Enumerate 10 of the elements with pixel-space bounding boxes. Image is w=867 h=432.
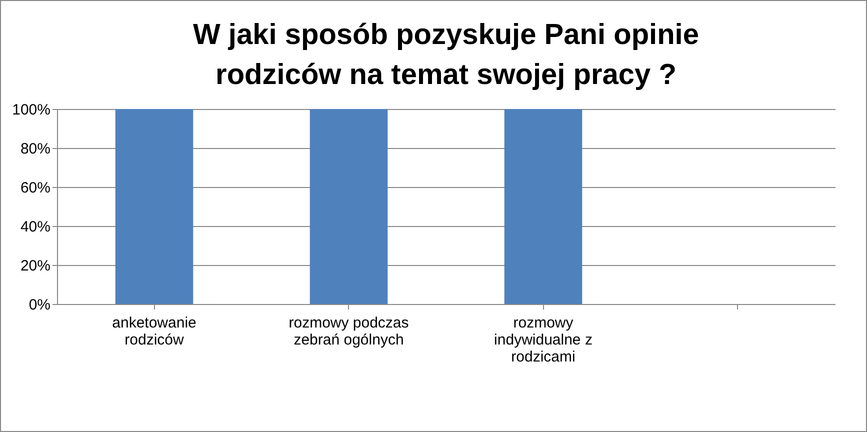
y-tick-label: 100% (12, 102, 50, 118)
y-tick-label: 40% (20, 218, 50, 236)
y-tick-label: 0% (28, 296, 50, 314)
y-tick-label: 20% (20, 258, 50, 274)
x-tick-label: rozmowy indywidualne z rodzicami (494, 314, 592, 366)
y-tick-label: 60% (20, 180, 50, 196)
x-tick-label: rozmowy podczas zebrań ogólnych (288, 314, 409, 348)
y-tick-label: 80% (20, 140, 50, 158)
chart-title: W jaki sposób pozyskuje Pani opinie rodziców na temat swojej pracy ? (193, 19, 699, 91)
x-tick-label: anketowanie rodziców (112, 314, 196, 348)
